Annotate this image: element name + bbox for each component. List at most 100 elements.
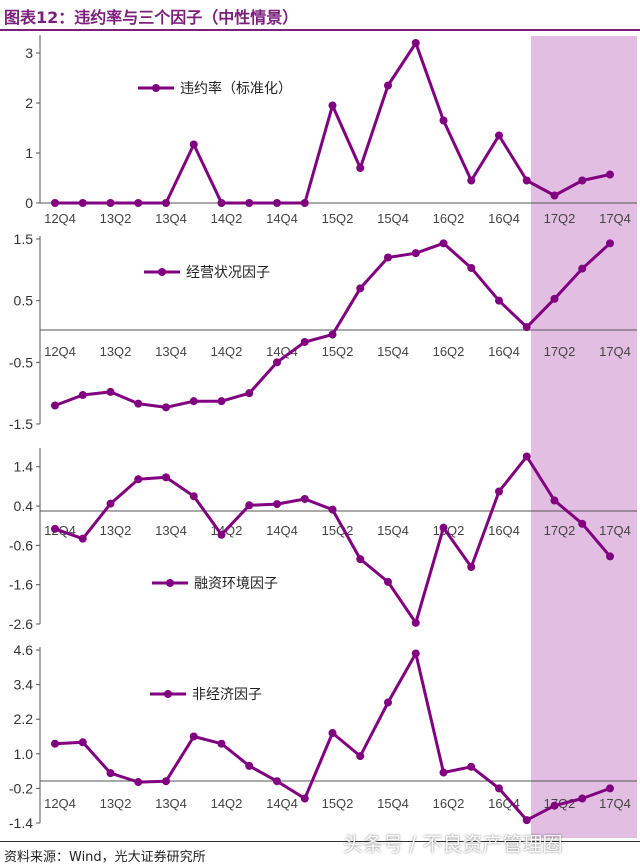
x-tick-label: 12Q4 xyxy=(44,211,76,226)
data-point xyxy=(384,253,392,262)
x-tick-label: 17Q2 xyxy=(544,211,576,226)
x-tick-label: 17Q2 xyxy=(544,523,576,538)
x-tick-label: 12Q4 xyxy=(44,796,76,811)
data-point xyxy=(106,499,115,508)
x-tick-label: 15Q2 xyxy=(322,344,354,359)
x-tick-label: 14Q2 xyxy=(211,211,243,226)
data-point xyxy=(578,794,587,803)
y-tick-label: 0.5 xyxy=(14,293,34,309)
data-point xyxy=(106,769,115,778)
data-point xyxy=(384,81,392,90)
data-point xyxy=(411,618,420,627)
data-point xyxy=(217,739,226,748)
x-tick-label: 13Q4 xyxy=(155,523,187,538)
data-point xyxy=(189,140,198,149)
data-point xyxy=(162,199,170,207)
y-tick-label: 1 xyxy=(25,145,33,161)
x-tick-label: 13Q4 xyxy=(155,211,187,226)
data-point xyxy=(162,777,170,786)
figure-title: 图表12：违约率与三个因子（中性情景） xyxy=(4,8,299,27)
data-point xyxy=(134,778,143,787)
x-tick-label: 17Q4 xyxy=(599,523,631,538)
data-point xyxy=(51,524,59,533)
x-tick-label: 16Q4 xyxy=(488,211,520,226)
data-point xyxy=(467,263,476,272)
data-point xyxy=(550,294,559,303)
x-tick-label: 16Q4 xyxy=(488,344,520,359)
x-tick-label: 14Q2 xyxy=(211,344,243,359)
data-point xyxy=(78,391,87,400)
data-point xyxy=(411,249,420,258)
data-point xyxy=(606,784,614,793)
data-point xyxy=(356,555,365,564)
x-tick-label: 15Q4 xyxy=(377,523,409,538)
x-tick-label: 16Q2 xyxy=(433,211,465,226)
x-tick-label: 15Q4 xyxy=(377,796,409,811)
title-divider xyxy=(0,29,640,31)
data-point xyxy=(78,534,87,543)
x-tick-label: 14Q2 xyxy=(211,796,243,811)
data-point xyxy=(134,199,143,207)
data-point xyxy=(300,494,309,503)
data-point xyxy=(217,397,226,406)
data-point xyxy=(495,784,503,793)
data-point xyxy=(495,487,503,496)
x-tick-label: 16Q4 xyxy=(488,796,520,811)
data-point xyxy=(356,284,365,293)
data-point xyxy=(162,403,170,412)
data-point xyxy=(606,239,614,248)
data-point xyxy=(328,330,337,339)
x-tick-label: 13Q2 xyxy=(100,211,132,226)
data-point xyxy=(467,176,476,185)
x-tick-label: 13Q2 xyxy=(100,523,132,538)
y-tick-label: 3.4 xyxy=(14,677,34,693)
x-tick-label: 14Q4 xyxy=(266,344,298,359)
data-point xyxy=(467,562,476,571)
data-point xyxy=(273,777,281,786)
data-point xyxy=(522,452,531,461)
y-tick-label: -1.4 xyxy=(9,815,33,831)
data-point xyxy=(606,170,614,179)
y-tick-label: -1.5 xyxy=(9,416,33,432)
y-tick-label: 4.6 xyxy=(14,642,34,658)
x-tick-label: 17Q4 xyxy=(599,796,631,811)
data-point xyxy=(162,473,170,482)
x-tick-label: 13Q2 xyxy=(100,796,132,811)
data-point xyxy=(495,131,503,140)
data-point xyxy=(439,239,448,248)
x-tick-label: 15Q2 xyxy=(322,796,354,811)
data-point xyxy=(522,816,531,825)
data-point xyxy=(106,199,115,207)
y-tick-label: -0.2 xyxy=(9,780,33,796)
data-point xyxy=(300,794,309,803)
data-point xyxy=(356,752,365,761)
data-point xyxy=(245,199,254,207)
x-tick-label: 13Q4 xyxy=(155,344,187,359)
y-tick-label: -0.5 xyxy=(9,354,33,370)
watermark: 头条号 / 不良资产管理圈 xyxy=(343,832,563,856)
x-tick-label: 16Q2 xyxy=(433,796,465,811)
legend-marker xyxy=(152,84,160,92)
data-point xyxy=(578,176,587,185)
data-point xyxy=(550,191,559,200)
data-point xyxy=(384,577,392,586)
legend-label: 经营状况因子 xyxy=(186,264,270,280)
data-point xyxy=(384,698,392,707)
data-point xyxy=(273,358,281,367)
data-point xyxy=(411,39,420,47)
x-tick-label: 14Q4 xyxy=(266,796,298,811)
y-tick-label: -1.6 xyxy=(9,577,33,593)
legend-marker xyxy=(158,268,166,276)
x-tick-label: 16Q2 xyxy=(433,344,465,359)
source-note: 资料来源：Wind，光大证券研究所 xyxy=(4,850,206,865)
y-tick-label: 2 xyxy=(25,95,33,111)
legend-marker xyxy=(164,690,172,698)
x-tick-label: 16Q4 xyxy=(488,523,520,538)
data-point xyxy=(328,729,337,738)
y-tick-label: 1.4 xyxy=(14,459,34,475)
data-point xyxy=(606,552,614,561)
data-point xyxy=(495,296,503,305)
y-tick-label: -0.6 xyxy=(9,537,33,553)
data-point xyxy=(300,337,309,346)
